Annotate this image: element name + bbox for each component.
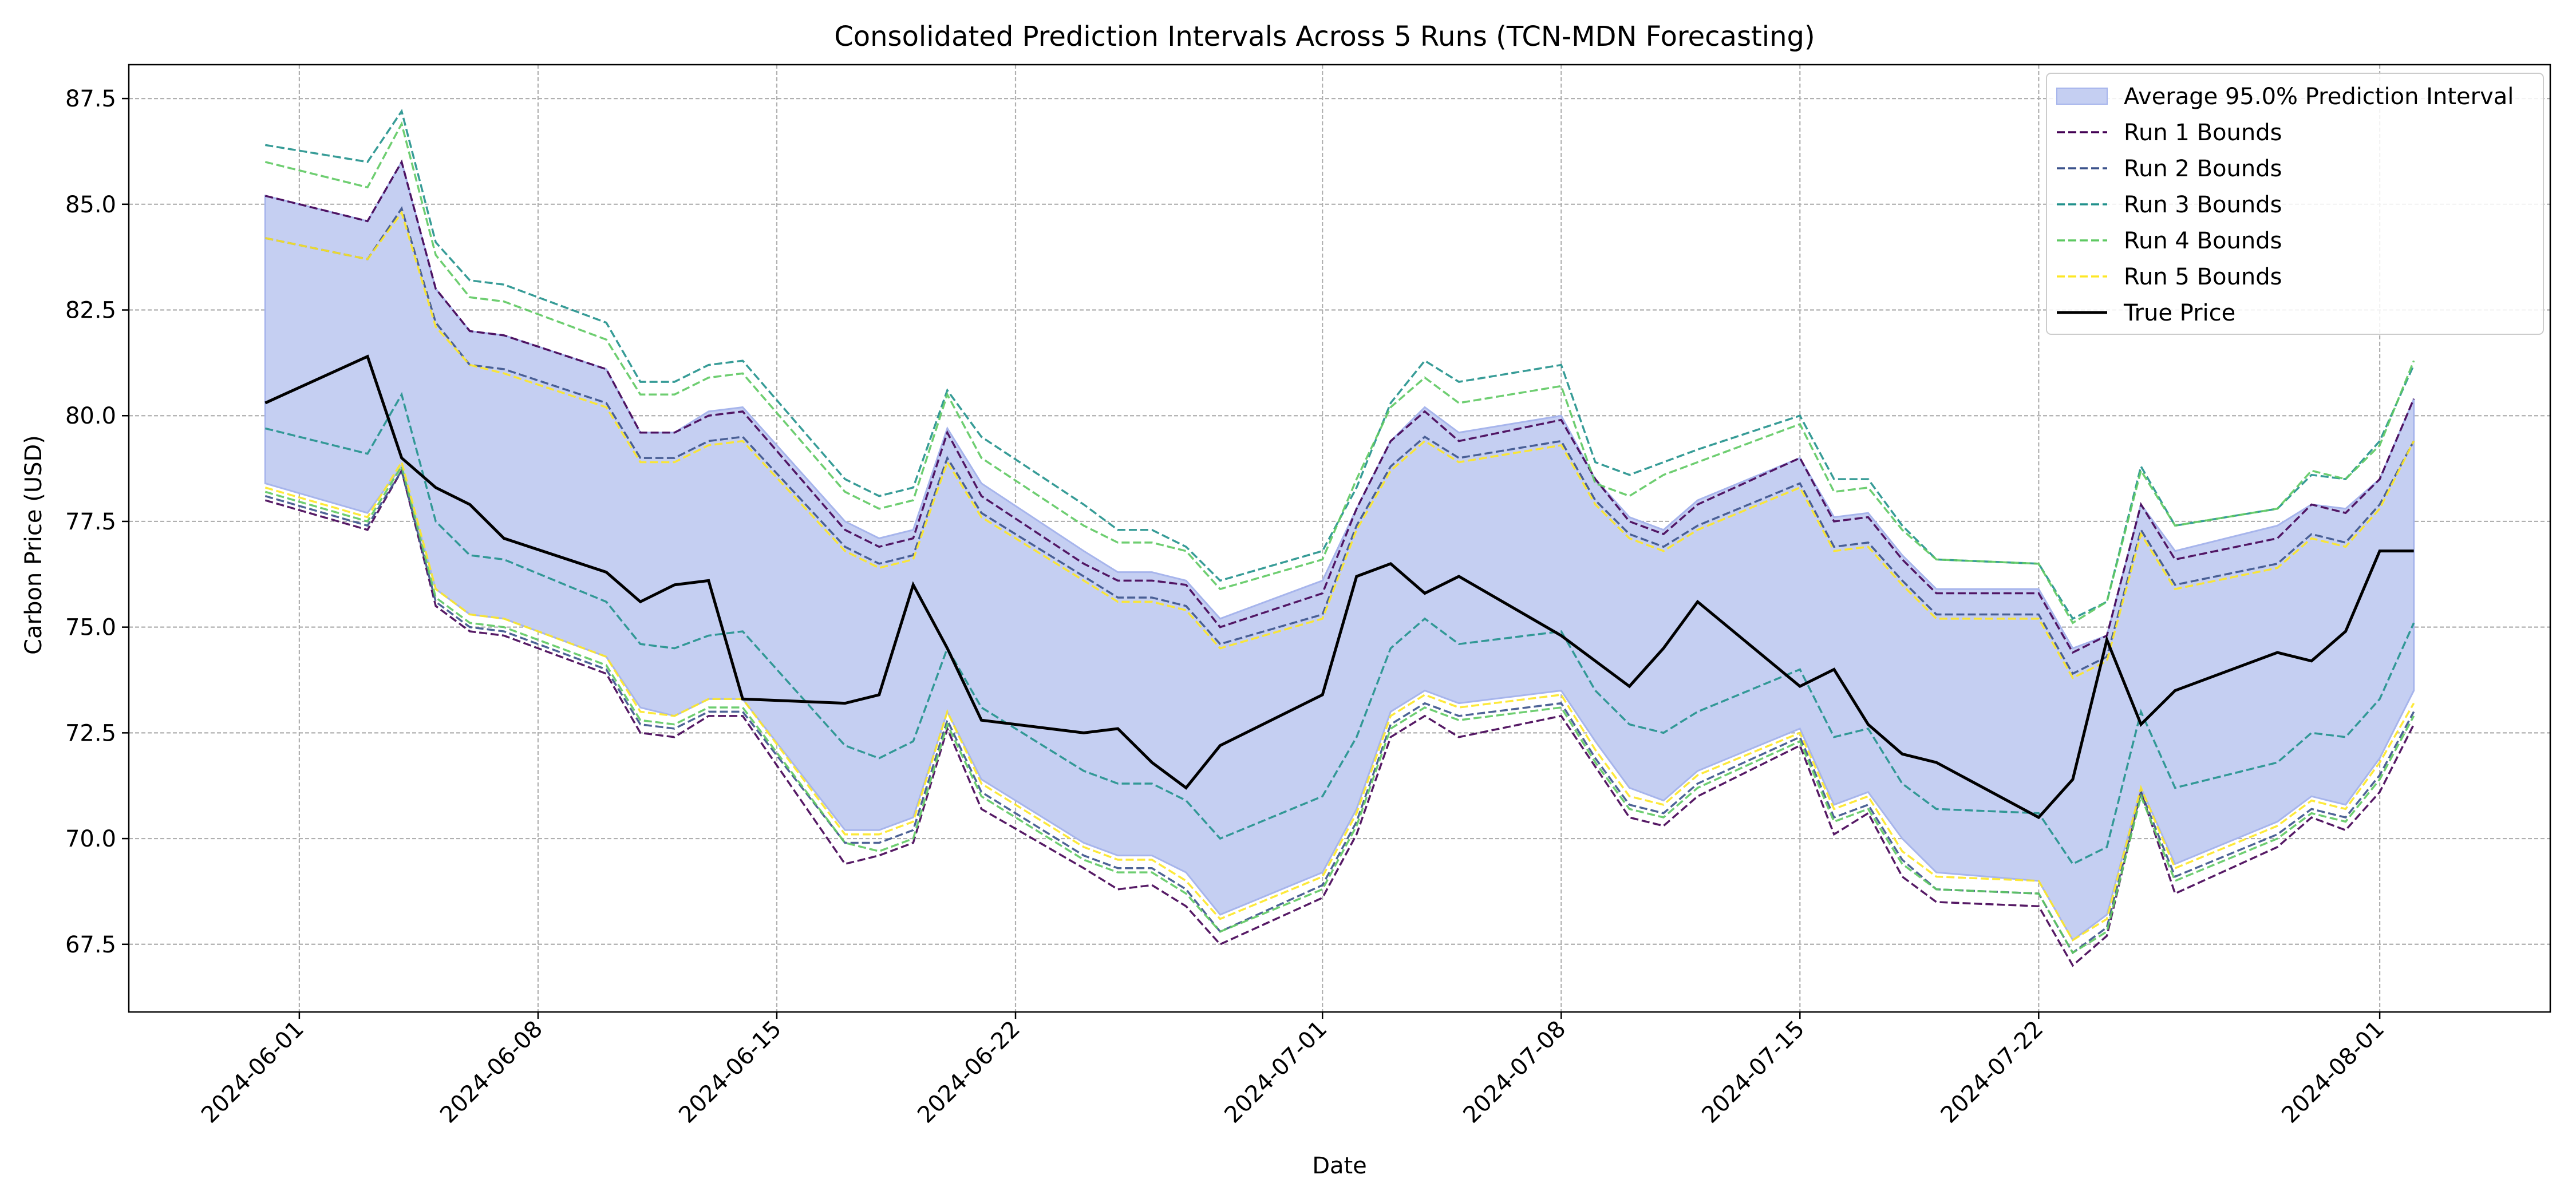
legend-label-run-1: Run 1 Bounds [2124,120,2282,146]
legend: Average 95.0% Prediction Interval Run 1 B… [2046,73,2544,335]
y-tick-label: 80.0 [65,403,116,429]
legend-swatch-interval [2056,88,2108,105]
y-tick-label: 77.5 [65,509,116,535]
run-4-lower-bound-line [264,464,2415,955]
chart-title: Consolidated Prediction Intervals Across… [834,21,1815,53]
y-tick-label: 87.5 [65,86,116,112]
axes-frame [128,64,2551,1013]
y-tick-label: 70.0 [65,826,116,852]
legend-box [2046,73,2544,335]
legend-label-run-2: Run 2 Bounds [2124,156,2282,182]
run-1-upper-bound-line [264,159,2415,654]
y-tick-label: 67.5 [65,932,116,958]
legend-label-interval: Average 95.0% Prediction Interval [2124,84,2514,110]
y-tick-label: 72.5 [65,720,116,746]
y-tick-label: 82.5 [65,298,116,324]
run-1-lower-bound-line [264,468,2415,967]
legend-label-run-5: Run 5 Bounds [2124,264,2282,290]
y-tick-label: 85.0 [65,192,116,218]
x-axis-label: Date [1312,1153,1367,1179]
run-2-lower-bound-line [264,468,2415,955]
y-axis-label: Carbon Price (USD) [21,435,47,655]
true-price-line [264,354,2414,820]
legend-label-true-price: True Price [2123,300,2235,326]
run-2-upper-bound-line [264,206,2415,675]
y-tick-label: 75.0 [65,615,116,641]
legend-label-run-4: Run 4 Bounds [2124,228,2282,254]
legend-label-run-3: Run 3 Bounds [2124,192,2282,218]
plot-area [264,109,2415,967]
run-4-upper-bound-line [264,121,2415,624]
run-5-upper-bound-line [264,210,2415,679]
run-3-lower-bound-line [264,392,2415,865]
